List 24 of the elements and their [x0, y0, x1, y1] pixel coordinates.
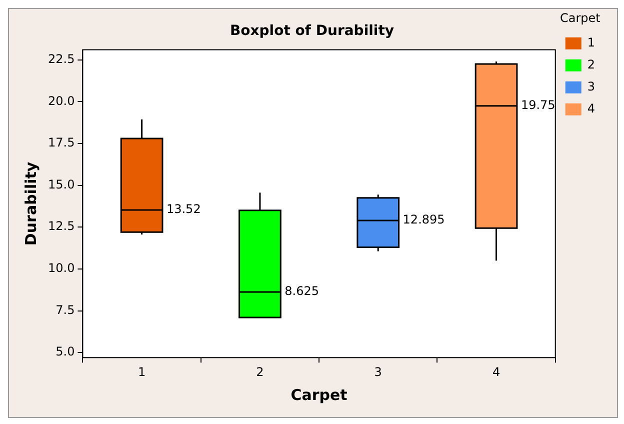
- y-tick-label: 20.0: [48, 94, 75, 108]
- x-axis-title: Carpet: [290, 386, 348, 404]
- chart-title: Boxplot of Durability: [230, 23, 394, 40]
- x-tick-label: 1: [138, 364, 146, 379]
- y-tick-label: 10.0: [48, 261, 75, 276]
- x-tick-label: 4: [492, 364, 500, 379]
- annotation: 19.75: [520, 98, 556, 112]
- legend-title: Carpet: [560, 11, 601, 26]
- y-tick-label: 5.0: [56, 344, 75, 359]
- legend-label: 4: [587, 102, 596, 116]
- annotation: 8.625: [284, 284, 319, 298]
- y-tick-label: 12.5: [48, 219, 75, 234]
- legend-label: 2: [587, 58, 596, 72]
- y-tick-label: 17.5: [48, 136, 75, 150]
- annotation: 12.895: [402, 212, 445, 227]
- y-tick-label: 7.5: [56, 302, 75, 317]
- y-axis-title: Durability: [22, 162, 40, 246]
- x-tick-label: 3: [374, 364, 382, 379]
- y-tick-label: 15.0: [48, 177, 75, 192]
- y-tick-label: 22.5: [48, 52, 75, 66]
- annotation: 13.52: [166, 202, 201, 216]
- legend-label: 3: [587, 80, 596, 94]
- legend-label: 1: [587, 36, 596, 50]
- x-tick-label: 2: [256, 364, 264, 379]
